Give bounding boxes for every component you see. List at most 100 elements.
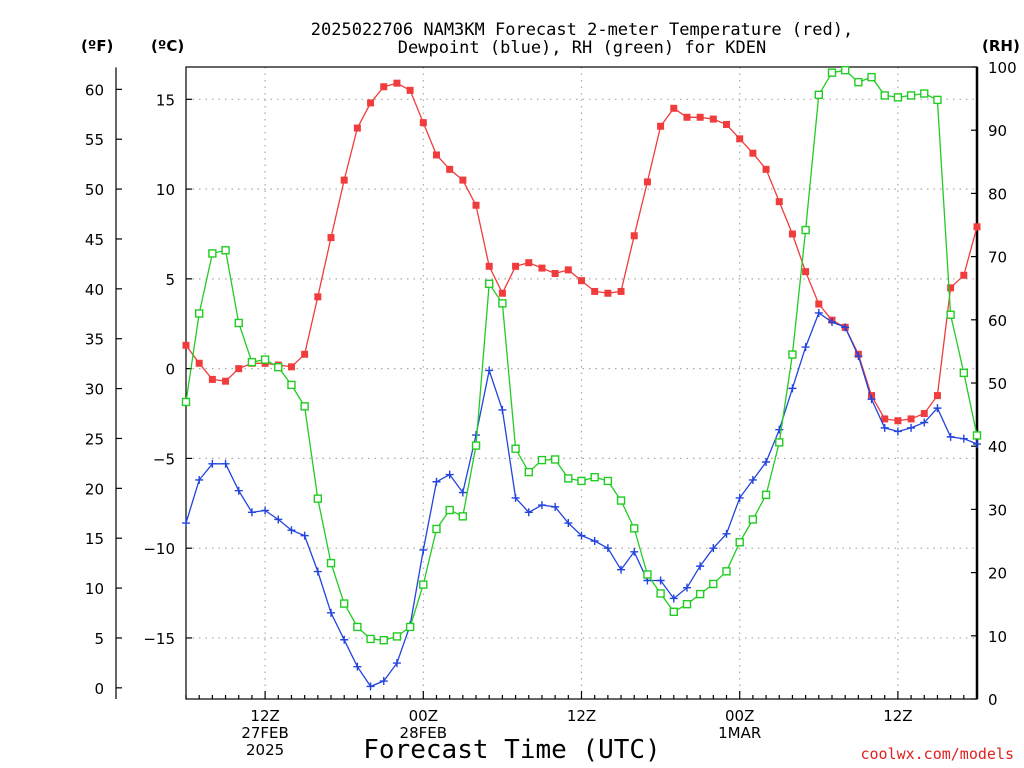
temperature-point <box>367 99 375 107</box>
rh-point <box>511 444 520 453</box>
dewpoint-point <box>537 501 546 510</box>
x-tick-label: 12Z <box>567 707 596 725</box>
dewpoint-point <box>709 544 718 553</box>
rh-point <box>788 350 797 359</box>
x-tick-label: 2025 <box>246 741 284 759</box>
rh-point <box>761 490 771 500</box>
dewpoint-point <box>788 384 797 393</box>
rh-point <box>682 600 692 609</box>
rh-point <box>906 91 916 100</box>
temperature-point <box>564 266 572 274</box>
temperature-point <box>208 375 216 383</box>
dewpoint-point <box>893 427 902 436</box>
rh-point <box>340 599 349 608</box>
rh-point <box>445 505 454 515</box>
temperature-point <box>683 113 691 121</box>
temperature-point <box>327 234 335 242</box>
rh-point <box>458 512 468 521</box>
rh-tick-label: 10 <box>988 628 1007 646</box>
fahrenheit-tick-label: 35 <box>85 331 104 349</box>
celsius-tick-label: 10 <box>156 181 175 199</box>
dewpoint-point <box>221 459 230 468</box>
dewpoint-point <box>379 677 388 686</box>
title-line-1: 2025022706 NAM3KM Forecast 2-meter Tempe… <box>311 20 853 40</box>
rh-point <box>260 355 270 364</box>
dewpoint-point <box>564 519 573 528</box>
dewpoint-point <box>195 475 204 484</box>
dewpoint-point <box>327 608 336 617</box>
x-tick-label: 27FEB <box>241 724 288 742</box>
title: 2025022706 NAM3KM Forecast 2-meter Tempe… <box>311 20 853 58</box>
fahrenheit-tick-label: 55 <box>85 131 104 149</box>
temperature-point <box>947 284 955 292</box>
x-tick-label: 00Z <box>725 707 754 725</box>
dewpoint-point <box>485 366 494 375</box>
dewpoint-point <box>854 352 863 361</box>
rh-point <box>524 467 533 477</box>
rh-point <box>933 95 942 105</box>
temperature-point <box>551 269 559 277</box>
rh-point <box>775 438 784 447</box>
temperature-point <box>709 115 717 123</box>
rh-point <box>656 589 665 598</box>
dewpoint-point <box>590 537 599 545</box>
rh-tick-label: 40 <box>988 438 1007 456</box>
temperature-point <box>907 415 915 423</box>
fahrenheit-tick-label: 0 <box>94 680 104 698</box>
rh-point <box>313 494 323 503</box>
temperature-point <box>657 122 665 130</box>
dewpoint-point <box>682 583 691 592</box>
temperature-point <box>235 365 243 373</box>
temperature-point <box>301 350 309 358</box>
rh-tick-label: 80 <box>988 185 1007 203</box>
temperature-point <box>973 223 981 231</box>
rh-point <box>181 397 191 407</box>
fahrenheit-tick-label: 20 <box>85 480 104 498</box>
temperature-point <box>696 113 704 121</box>
temperature-point <box>630 232 638 240</box>
temperature-point <box>287 363 295 371</box>
dewpoint-point <box>274 515 283 524</box>
temperature-point <box>960 271 968 279</box>
rh-point <box>880 91 889 100</box>
temperature-point <box>353 124 361 132</box>
rh-point <box>221 246 230 255</box>
rh-axis-unit: (RH) <box>982 37 1020 55</box>
rh-point <box>814 90 823 100</box>
x-tick-label: 28FEB <box>400 724 447 742</box>
fahrenheit-tick-label: 15 <box>85 530 104 548</box>
dewpoint-point <box>313 567 322 576</box>
dewpoint-point <box>445 470 454 479</box>
fahrenheit-axis: 0 5 10 15 20 25 30 35 40 45 50 55 60 <box>85 67 122 699</box>
temperature-point <box>933 392 941 400</box>
dewpoint-point <box>577 531 586 540</box>
temperature-point <box>670 104 678 112</box>
rh-point <box>287 380 296 390</box>
rh-point <box>643 570 652 579</box>
rh-point <box>419 580 428 589</box>
temperature-point <box>195 359 203 367</box>
dewpoint-point <box>234 486 243 495</box>
rh-point <box>392 632 402 641</box>
rh-point <box>630 524 639 533</box>
temperature-point <box>788 230 796 238</box>
temperature-point <box>222 377 230 385</box>
temperature-point <box>538 264 546 272</box>
temperature-point <box>775 198 783 206</box>
rh-point <box>379 636 388 645</box>
rh-tick-label: 50 <box>988 375 1007 393</box>
dewpoint-point <box>933 404 942 413</box>
celsius-tick-label: −15 <box>143 630 175 648</box>
dewpoint-point <box>920 418 929 427</box>
dewpoint-point <box>511 493 520 502</box>
fahrenheit-tick-label: 40 <box>85 281 104 299</box>
temperature-point <box>380 83 388 91</box>
rh-point <box>366 634 375 644</box>
title-line-2: Dewpoint (blue), RH (green) for KDEN <box>398 38 766 58</box>
rh-point <box>208 249 217 258</box>
rh-point <box>959 368 969 378</box>
dewpoint-point <box>762 458 771 466</box>
rh-point <box>748 515 758 524</box>
temperature-point <box>736 135 744 143</box>
rh-point <box>577 476 586 486</box>
